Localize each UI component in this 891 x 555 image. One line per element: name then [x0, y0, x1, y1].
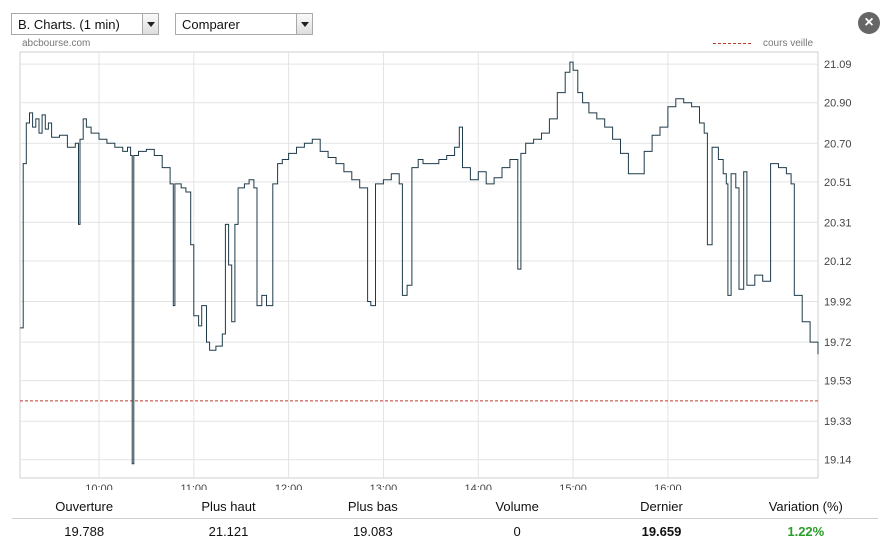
x-tick-label: 15:00	[559, 483, 587, 490]
stats-table: Ouverture Plus haut Plus bas Volume Dern…	[12, 496, 878, 545]
x-tick-label: 10:00	[85, 483, 113, 490]
plot-area	[19, 51, 819, 479]
stats-header-row: Ouverture Plus haut Plus bas Volume Dern…	[12, 496, 878, 519]
chart-type-select-value: B. Charts. (1 min)	[18, 17, 120, 32]
x-tick-label: 11:00	[180, 483, 207, 490]
y-tick-label: 19.14	[824, 455, 852, 467]
stat-low-value: 19.083	[352, 524, 393, 539]
y-tick-label: 20.51	[824, 177, 852, 189]
price-series-line	[20, 61, 819, 465]
stat-header: Ouverture	[55, 499, 114, 514]
compare-select-value: Comparer	[182, 17, 240, 32]
y-tick-label: 19.92	[824, 297, 852, 309]
stats-value-row: 19.788 21.121 19.083 0 19.659 1.22%	[12, 519, 878, 545]
stat-last-value: 19.659	[641, 524, 682, 539]
close-icon[interactable]: ×	[858, 12, 880, 34]
stat-high-value: 21.121	[208, 524, 249, 539]
source-label: abcbourse.com	[22, 38, 91, 49]
x-tick-label: 13:00	[370, 483, 398, 490]
stat-header: Plus haut	[201, 499, 256, 514]
chevron-down-icon[interactable]	[142, 14, 158, 34]
chart-type-select[interactable]: B. Charts. (1 min)	[11, 13, 159, 35]
compare-select[interactable]: Comparer	[175, 13, 313, 35]
previous-close-legend-swatch	[713, 42, 751, 44]
y-tick-label: 20.31	[824, 217, 852, 229]
x-tick-label: 12:00	[275, 483, 303, 490]
stat-volume-value: 0	[513, 524, 521, 539]
stat-variation-value: 1.22%	[787, 524, 825, 539]
stat-header: Dernier	[640, 499, 683, 514]
stat-header: Variation (%)	[768, 499, 843, 514]
price-chart[interactable]: 21.09 20.90 20.70 20.51 20.31 20.12 19.92 19.72…	[0, 0, 891, 490]
stat-header: Volume	[495, 499, 539, 514]
y-tick-label: 19.72	[824, 337, 852, 349]
y-tick-label: 20.12	[824, 256, 852, 268]
x-tick-label: 16:00	[654, 483, 682, 490]
y-tick-label: 21.09	[824, 59, 852, 71]
chevron-down-icon[interactable]	[296, 14, 312, 34]
stat-header: Plus bas	[347, 499, 398, 514]
legend: cours veille	[713, 38, 813, 49]
previous-close-legend-label: cours veille	[763, 38, 814, 49]
y-tick-label: 19.53	[824, 376, 852, 388]
x-tick-label: 14:00	[464, 483, 492, 490]
y-tick-label: 20.70	[824, 138, 852, 150]
stat-open-value: 19.788	[64, 524, 105, 539]
y-tick-label: 20.90	[824, 98, 852, 110]
y-tick-label: 19.33	[824, 416, 852, 428]
